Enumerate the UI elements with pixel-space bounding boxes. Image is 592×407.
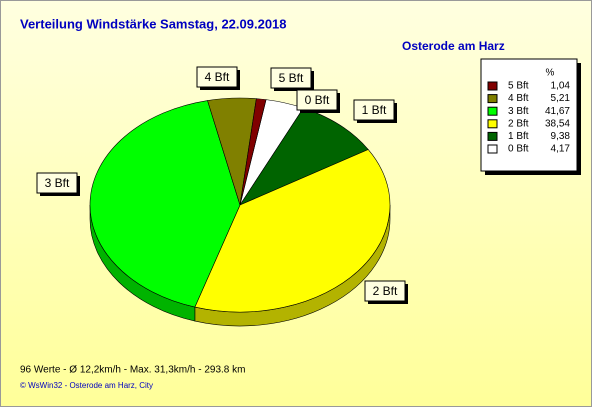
legend-swatch bbox=[487, 106, 498, 116]
slice-label: 0 Bft bbox=[305, 93, 330, 107]
legend-value: 38,54 bbox=[545, 118, 570, 129]
credit: © WsWin32 - Osterode am Harz, City bbox=[20, 381, 153, 390]
slice-label-box bbox=[364, 280, 406, 302]
chart-title: Verteilung Windstärke Samstag, 22.09.201… bbox=[20, 16, 287, 31]
slice-label-box bbox=[196, 66, 238, 88]
legend-swatch bbox=[487, 131, 498, 141]
slice-label: 1 Bft bbox=[362, 103, 387, 117]
legend-label: 4 Bft bbox=[508, 93, 529, 104]
slice bbox=[89, 100, 241, 308]
legend-label: 0 Bft bbox=[508, 144, 529, 155]
legend-value: 9,38 bbox=[551, 131, 571, 142]
legend-label: 1 Bft bbox=[508, 131, 529, 142]
slice-label-box bbox=[270, 67, 312, 89]
legend-value: 4,17 bbox=[551, 144, 571, 155]
legend-swatch bbox=[487, 94, 498, 104]
legend-label: 2 Bft bbox=[508, 118, 529, 129]
slice-label: 3 Bft bbox=[45, 176, 70, 190]
legend-label: 5 Bft bbox=[508, 81, 529, 92]
legend-swatch bbox=[487, 81, 498, 91]
chart-subtitle: Osterode am Harz bbox=[402, 39, 505, 53]
slice bbox=[239, 98, 267, 206]
legend-label: 3 Bft bbox=[508, 106, 529, 117]
slice-label: 4 Bft bbox=[205, 70, 230, 84]
legend-swatch bbox=[487, 119, 498, 129]
legend-value: 1,04 bbox=[551, 81, 571, 92]
slice-label: 2 Bft bbox=[373, 284, 398, 298]
slice bbox=[194, 149, 391, 313]
footer: 96 Werte - Ø 12,2km/h - Max. 31,3km/h - … bbox=[20, 365, 245, 376]
pie-tops bbox=[89, 97, 391, 313]
legend-swatch bbox=[487, 144, 498, 154]
legend-value: 5,21 bbox=[551, 93, 571, 104]
legend-header: % bbox=[546, 68, 555, 79]
slice-label-box bbox=[36, 172, 78, 194]
slice-label: 5 Bft bbox=[279, 71, 304, 85]
slice-label-box bbox=[353, 99, 395, 121]
slice-label-box bbox=[296, 89, 338, 111]
legend-value: 41,67 bbox=[545, 106, 570, 117]
